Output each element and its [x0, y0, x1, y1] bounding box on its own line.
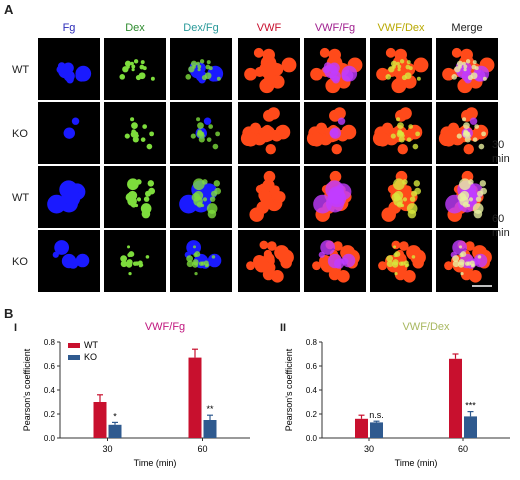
time-label-60-value: 60 [492, 213, 505, 225]
panel-a-letter: A [4, 2, 14, 17]
panel-b-letter: B [4, 306, 14, 321]
chart-1-ylabel: Pearson's coefficient [22, 348, 32, 431]
micrograph-tile-r3-c6 [436, 230, 498, 292]
micrograph-tile-r3-c1 [104, 230, 166, 292]
column-label-6: Merge [451, 22, 483, 34]
micrograph-tile-r3-c4 [304, 230, 366, 292]
micrograph-tile-r1-c0 [38, 102, 100, 164]
chart-2-annotation-1: *** [465, 401, 476, 411]
chart-1-bar-KO-30 [108, 424, 122, 438]
chart-2-xlabel: Time (min) [395, 458, 438, 468]
time-label-60: 60 min [492, 212, 510, 240]
micrograph-tile-r1-c6 [436, 102, 498, 164]
chart-1-category-1: 60 [197, 444, 207, 454]
column-label-4: VWF/Fg [314, 22, 356, 34]
micrograph-tile-r2-c1 [104, 166, 166, 228]
chart-2-title: VWF/Dex [402, 321, 450, 333]
chart-1-bar-WT-60 [188, 357, 202, 438]
chart-2-category-1: 60 [458, 444, 468, 454]
row-label-3: KO [12, 256, 28, 268]
chart-1-bar-KO-60 [203, 420, 217, 438]
micrograph-tile-r1-c5 [370, 102, 432, 164]
micrograph-tile-r1-c1 [104, 102, 166, 164]
time-label-30-value: 30 [492, 139, 505, 151]
micrograph-tile-r2-c4 [304, 166, 366, 228]
chart-1-xlabel: Time (min) [134, 458, 177, 468]
chart-1-panel-number: I [14, 322, 18, 334]
chart-1-legend-swatch-1 [68, 355, 80, 360]
row-label-1: KO [12, 128, 28, 140]
micrograph-tile-r0-c3 [238, 38, 300, 100]
chart-2-panel-number: II [280, 322, 287, 334]
chart-2-ytick-label-3: 0.6 [306, 362, 318, 371]
column-label-0: Fg [62, 22, 76, 34]
micrograph-tile-r2-c2 [170, 166, 232, 228]
chart-1-ytick-label-1: 0.2 [44, 410, 56, 419]
chart-2-bar-WT-60 [449, 358, 462, 438]
chart-2-category-0: 30 [364, 444, 374, 454]
micrograph-tile-r0-c0 [38, 38, 100, 100]
chart-2-ytick-label-2: 0.4 [306, 386, 318, 395]
chart-1-annotation-0: * [113, 411, 117, 421]
micrograph-tile-r1-c4 [304, 102, 366, 164]
chart-vwf-dex: VWF/Dex 0.0 0.2 0.4 0.6 0.8 Pearson's coeffici… [284, 321, 510, 468]
micrograph-tile-r0-c5 [370, 38, 432, 100]
time-label-30-unit: min [492, 153, 510, 165]
chart-2-ytick-label-4: 0.8 [306, 338, 318, 347]
micrograph-tile-r2-c3 [238, 166, 300, 228]
chart-1-ytick-label-0: 0.0 [44, 434, 56, 443]
chart-vwf-fg: VWF/Fg 0.0 0.2 0.4 0.6 0.8 Pearson's coefficie… [22, 321, 250, 468]
column-label-2: Dex/Fg [183, 22, 219, 34]
chart-2-bar-KO-60 [464, 416, 477, 438]
chart-1-ytick-label-4: 0.8 [44, 338, 56, 347]
micrograph-tile-r3-c0 [38, 230, 100, 292]
micrograph-tile-r1-c2 [170, 102, 232, 164]
chart-2-ytick-label-1: 0.2 [306, 410, 318, 419]
chart-1-ytick-label-2: 0.4 [44, 386, 56, 395]
micrograph-tile-r2-c5 [370, 166, 432, 228]
chart-1-legend-swatch-0 [68, 343, 80, 348]
chart-2-bar-WT-30 [355, 418, 368, 438]
row-label-0: WT [12, 64, 30, 76]
column-label-1: Dex [125, 22, 145, 34]
micrograph-tile-r1-c3 [238, 102, 300, 164]
micrograph-tile-r3-c2 [170, 230, 232, 292]
micrograph-tile-r3-c3 [238, 230, 300, 292]
micrograph-tile-r3-c5 [370, 230, 432, 292]
chart-1-ytick-label-3: 0.6 [44, 362, 56, 371]
chart-2-annotation-0: n.s. [369, 410, 384, 420]
column-label-5: VWF/Dex [377, 22, 425, 34]
micrograph-tile-r2-c0 [38, 166, 100, 228]
chart-1-category-0: 30 [102, 444, 112, 454]
column-label-3: VWF [256, 22, 282, 34]
chart-2-ylabel: Pearson's coefficient [284, 348, 294, 431]
chart-1-title: VWF/Fg [145, 321, 185, 333]
micrograph-tile-r2-c6 [436, 166, 498, 228]
micrograph-tile-r0-c6 [436, 38, 498, 100]
time-label-30: 30 min [492, 138, 510, 166]
micrograph-tile-r0-c2 [170, 38, 232, 100]
chart-1-annotation-1: ** [206, 404, 214, 414]
chart-1-legend-label-1: KO [84, 352, 97, 362]
chart-1-bar-WT-30 [93, 402, 107, 438]
micrograph-tile-r0-c4 [304, 38, 366, 100]
micrograph-tile-r0-c1 [104, 38, 166, 100]
chart-1-legend-label-0: WT [84, 340, 98, 350]
row-label-2: WT [12, 192, 30, 204]
chart-2-ytick-label-0: 0.0 [306, 434, 318, 443]
time-label-60-unit: min [492, 227, 510, 239]
chart-2-bar-KO-30 [370, 422, 383, 438]
